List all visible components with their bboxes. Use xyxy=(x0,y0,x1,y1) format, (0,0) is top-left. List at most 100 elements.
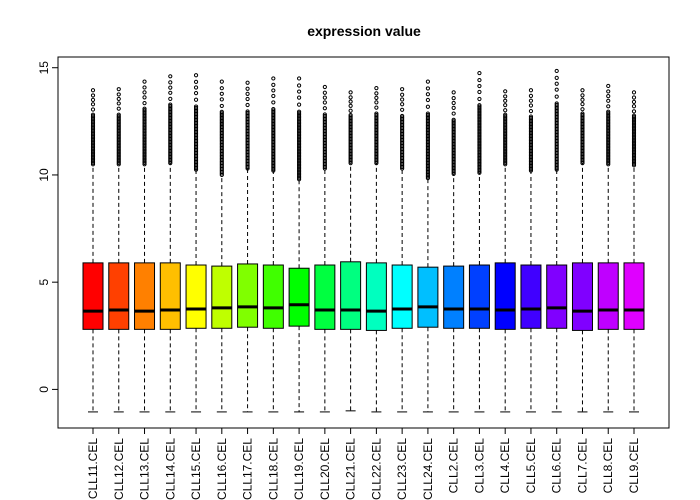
box-cll14-cel xyxy=(159,74,181,413)
outlier-point xyxy=(219,97,224,102)
outlier-point xyxy=(528,88,534,93)
x-tick-label: CLL11.CEL xyxy=(86,438,100,499)
outlier-point xyxy=(425,97,431,103)
outlier-point xyxy=(631,99,637,104)
plot-frame xyxy=(57,56,670,429)
outlier-point xyxy=(503,89,508,94)
outlier-point xyxy=(400,87,405,92)
outlier-points xyxy=(528,88,534,173)
outlier-points xyxy=(245,80,250,171)
box-cll5-cel xyxy=(520,88,542,413)
outlier-point xyxy=(322,90,327,95)
box-cll13-cel xyxy=(134,79,156,413)
outlier-point xyxy=(477,103,482,108)
outlier-points xyxy=(142,79,147,167)
box-cll7-cel xyxy=(571,88,593,413)
outlier-point xyxy=(348,114,353,119)
x-tick-label: CLL4.CEL xyxy=(498,438,512,494)
outlier-point xyxy=(477,83,482,89)
outlier-point xyxy=(245,91,250,96)
outlier-point xyxy=(142,90,147,95)
outlier-point xyxy=(554,75,559,80)
outlier-points xyxy=(374,85,379,166)
box-cll24-cel xyxy=(417,79,439,413)
box-body xyxy=(468,264,490,329)
outlier-point xyxy=(554,101,559,106)
outlier-point xyxy=(631,113,637,118)
outlier-points xyxy=(116,87,121,167)
outlier-point xyxy=(348,113,353,118)
outlier-point xyxy=(631,109,637,114)
box-body xyxy=(134,262,156,330)
outlier-point xyxy=(168,90,173,95)
outlier-point xyxy=(219,86,224,91)
x-tick-label: CLL14.CEL xyxy=(163,438,177,500)
outlier-point xyxy=(631,95,637,100)
outlier-point xyxy=(425,79,431,84)
outlier-point xyxy=(451,90,456,95)
box-cll4-cel xyxy=(494,89,516,413)
outlier-point xyxy=(606,89,611,94)
outlier-point xyxy=(580,97,585,102)
outlier-point xyxy=(168,104,173,109)
outlier-point xyxy=(322,112,327,117)
box-body xyxy=(237,263,259,328)
outlier-point xyxy=(193,73,199,78)
outlier-point xyxy=(271,76,276,81)
outlier-point xyxy=(116,96,121,102)
box-body xyxy=(520,264,542,329)
outlier-point xyxy=(606,83,611,89)
outlier-point xyxy=(116,106,121,111)
outlier-point xyxy=(90,88,96,93)
outlier-point xyxy=(296,109,302,114)
outlier-point xyxy=(219,79,224,84)
outlier-point xyxy=(503,94,508,99)
outlier-point xyxy=(193,97,199,102)
box-body xyxy=(262,264,284,329)
outlier-point xyxy=(374,85,379,91)
box-body xyxy=(159,262,181,330)
outlier-point xyxy=(451,119,456,124)
outlier-point xyxy=(193,91,199,96)
outlier-point xyxy=(90,112,96,117)
outlier-point xyxy=(503,108,508,113)
outlier-points xyxy=(90,88,96,167)
outlier-point xyxy=(503,114,508,119)
outlier-point xyxy=(168,102,173,107)
outlier-points xyxy=(580,88,585,166)
outlier-point xyxy=(528,109,534,114)
outlier-point xyxy=(142,85,147,90)
box-cll9-cel xyxy=(623,90,645,413)
outlier-point xyxy=(296,102,302,107)
outlier-point xyxy=(142,95,147,100)
chart-title: expression value xyxy=(307,23,421,39)
box-body xyxy=(494,262,516,330)
x-tick-label: CLL2.CEL xyxy=(447,438,461,494)
box-cll16-cel xyxy=(211,79,233,413)
outlier-point xyxy=(116,112,121,117)
x-tick-label: CLL6.CEL xyxy=(550,438,564,494)
outlier-point xyxy=(271,100,276,105)
outlier-point xyxy=(580,107,585,112)
box-body xyxy=(391,264,413,329)
box-body xyxy=(340,261,362,330)
box-cll19-cel xyxy=(288,76,310,413)
box-body xyxy=(108,262,130,330)
outlier-point xyxy=(374,91,379,96)
outlier-point xyxy=(425,86,431,91)
outlier-point xyxy=(245,86,250,91)
outlier-point xyxy=(503,98,508,103)
box-cll20-cel xyxy=(314,84,336,413)
outlier-points xyxy=(322,84,327,171)
outlier-point xyxy=(528,98,534,103)
outlier-point xyxy=(554,68,559,74)
box-body xyxy=(185,264,207,329)
outlier-points xyxy=(296,76,302,182)
outlier-points xyxy=(193,73,199,172)
outlier-point xyxy=(142,108,147,113)
x-tick-label: CLL23.CEL xyxy=(395,438,409,500)
outlier-point xyxy=(477,104,482,109)
outlier-point xyxy=(374,111,379,116)
box-cll23-cel xyxy=(391,87,413,413)
